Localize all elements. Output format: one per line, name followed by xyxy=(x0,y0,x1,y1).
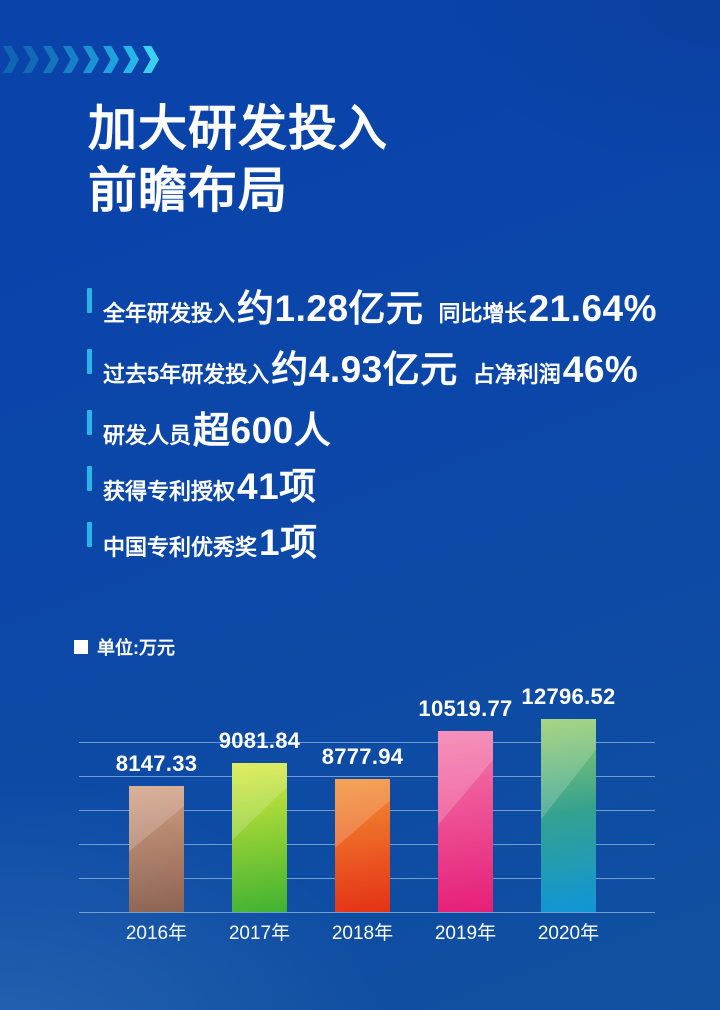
chevron-arrow-icon xyxy=(3,46,19,73)
tick-bar-icon xyxy=(87,287,92,313)
chevron-arrow-icon xyxy=(143,46,159,73)
tick-bar-icon xyxy=(87,465,92,491)
stat-row: 中国专利优秀奖 1项 xyxy=(87,512,657,563)
stat-value: 约1.28亿元 xyxy=(237,288,424,329)
stats-list: 全年研发投入 约1.28亿元 同比增长 21.64% 过去5年研发投入 约4.93亿元 占净… xyxy=(87,278,657,568)
x-axis-label: 2018年 xyxy=(331,923,394,944)
gridline xyxy=(79,776,655,777)
stat-value: 超600人 xyxy=(193,410,332,451)
bar-2017 xyxy=(232,763,287,912)
bar-2016 xyxy=(129,786,184,912)
chart-unit-label: 单位:万元 xyxy=(74,634,175,660)
chevron-arrow-icon xyxy=(43,46,59,73)
stat-label: 占净利润 xyxy=(472,362,561,387)
bar-2020 xyxy=(541,719,596,912)
bar-2019 xyxy=(438,731,493,912)
stat-value: 21.64% xyxy=(528,288,658,329)
square-bullet-icon xyxy=(74,640,88,654)
stat-label: 研发人员 xyxy=(103,423,192,448)
chevron-arrow-icon xyxy=(23,46,39,73)
unit-text: 单位:万元 xyxy=(97,638,175,658)
gridline xyxy=(79,742,655,743)
tick-bar-icon xyxy=(87,348,92,374)
gridline xyxy=(79,912,655,913)
title-line-1: 加大研发投入 xyxy=(88,102,389,156)
stat-value: 1项 xyxy=(259,522,318,563)
page-title: 加大研发投入 前瞻布局 xyxy=(88,98,388,222)
x-axis-label: 2016年 xyxy=(125,923,188,944)
chevron-arrow-icon xyxy=(123,46,139,73)
chevron-decoration xyxy=(3,46,159,73)
x-axis-label: 2020年 xyxy=(537,923,600,944)
bar-value-label: 8147.33 xyxy=(115,751,198,776)
stat-label: 获得专利授权 xyxy=(103,479,236,504)
stat-value: 约4.93亿元 xyxy=(271,349,458,390)
chevron-arrow-icon xyxy=(63,46,79,73)
stat-label: 同比增长 xyxy=(438,301,527,326)
stat-value: 46% xyxy=(562,349,639,390)
bar-value-label: 12796.52 xyxy=(521,684,616,709)
x-axis-label: 2017年 xyxy=(228,923,291,944)
stat-row: 获得专利授权 41项 xyxy=(87,456,657,507)
tick-bar-icon xyxy=(87,521,92,547)
stat-value: 41项 xyxy=(237,466,317,507)
bar-value-label: 10519.77 xyxy=(418,696,513,721)
tick-bar-icon xyxy=(87,409,92,435)
chevron-arrow-icon xyxy=(103,46,119,73)
stat-label: 全年研发投入 xyxy=(103,301,236,326)
stat-row: 过去5年研发投入 约4.93亿元 占净利润 46% xyxy=(87,339,657,390)
stat-label: 过去5年研发投入 xyxy=(103,362,270,387)
stat-row: 全年研发投入 约1.28亿元 同比增长 21.64% xyxy=(87,278,657,329)
stat-row: 研发人员 超600人 xyxy=(87,400,657,451)
chevron-arrow-icon xyxy=(83,46,99,73)
title-line-2: 前瞻布局 xyxy=(88,164,289,218)
x-axis-label: 2019年 xyxy=(434,923,497,944)
bar-value-label: 9081.84 xyxy=(218,728,301,753)
bar-value-label: 8777.94 xyxy=(321,744,404,769)
bar-2018 xyxy=(335,779,390,912)
stat-label: 中国专利优秀奖 xyxy=(103,535,258,560)
